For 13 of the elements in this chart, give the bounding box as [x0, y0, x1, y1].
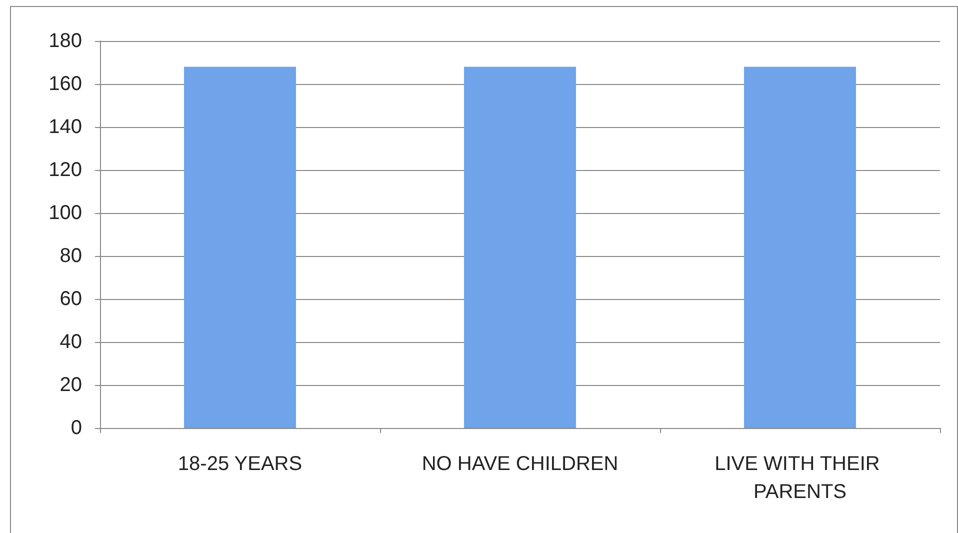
- y-tick-label: 120: [48, 159, 82, 181]
- y-tick-label: 20: [60, 374, 82, 396]
- y-tick-label: 100: [48, 202, 82, 224]
- x-tick-label: 18-25 YEARS: [178, 453, 302, 475]
- y-tick-label: 40: [60, 331, 82, 353]
- x-tick-label: LIVE WITH THEIR PARENTS: [714, 453, 886, 503]
- y-tick-label: 60: [60, 288, 82, 310]
- y-tick-label: 160: [48, 73, 82, 95]
- x-tick-label: NO HAVE CHILDREN: [422, 453, 618, 475]
- y-tick-label: 180: [48, 30, 82, 52]
- y-tick-label: 80: [60, 245, 82, 267]
- y-tick-label: 0: [70, 417, 82, 439]
- y-tick-label: 140: [48, 116, 82, 138]
